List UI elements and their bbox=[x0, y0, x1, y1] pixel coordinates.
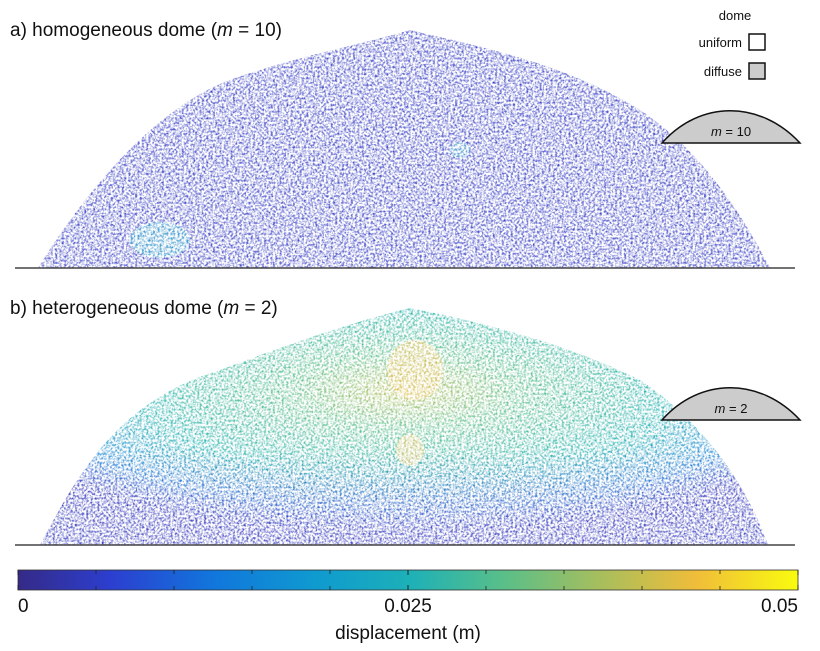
colorbar-tick-label: 0 bbox=[18, 596, 29, 617]
inset-label: m = 2 bbox=[715, 401, 748, 416]
legend-swatch bbox=[748, 33, 766, 51]
panel-param: m bbox=[223, 298, 239, 319]
legend-swatch bbox=[748, 62, 766, 80]
inset-dome bbox=[660, 110, 802, 144]
panel-param-value: = 10) bbox=[233, 20, 282, 41]
panel-param: m bbox=[217, 20, 233, 41]
legend-title: dome bbox=[719, 8, 752, 23]
panel-label: a) homogeneous dome ( bbox=[10, 20, 218, 41]
legend-item: uniform bbox=[699, 35, 742, 50]
panel-param-value: = 2) bbox=[239, 298, 278, 319]
inset-label: m = 10 bbox=[711, 124, 751, 139]
panel-title: a) homogeneous dome (m = 10) bbox=[10, 20, 282, 41]
colorbar-ticks: 0 0.025 0.05 bbox=[17, 570, 799, 617]
panel-label: b) heterogeneous dome ( bbox=[10, 298, 224, 319]
colorbar-label: displacement (m) bbox=[335, 623, 481, 644]
dome-particles bbox=[40, 308, 768, 545]
inset-param: m bbox=[715, 401, 726, 416]
inset-value: = 2 bbox=[725, 401, 747, 416]
colorbar-tick-label: 0.025 bbox=[384, 596, 432, 617]
inset-dome bbox=[660, 387, 802, 421]
inset-param: m bbox=[711, 124, 722, 139]
colorbar-tick-label: 0.05 bbox=[761, 596, 798, 617]
inset-value: = 10 bbox=[722, 124, 751, 139]
legend-item: diffuse bbox=[704, 64, 742, 79]
panel-title: b) heterogeneous dome (m = 2) bbox=[10, 298, 278, 319]
dome-particles bbox=[38, 30, 770, 268]
